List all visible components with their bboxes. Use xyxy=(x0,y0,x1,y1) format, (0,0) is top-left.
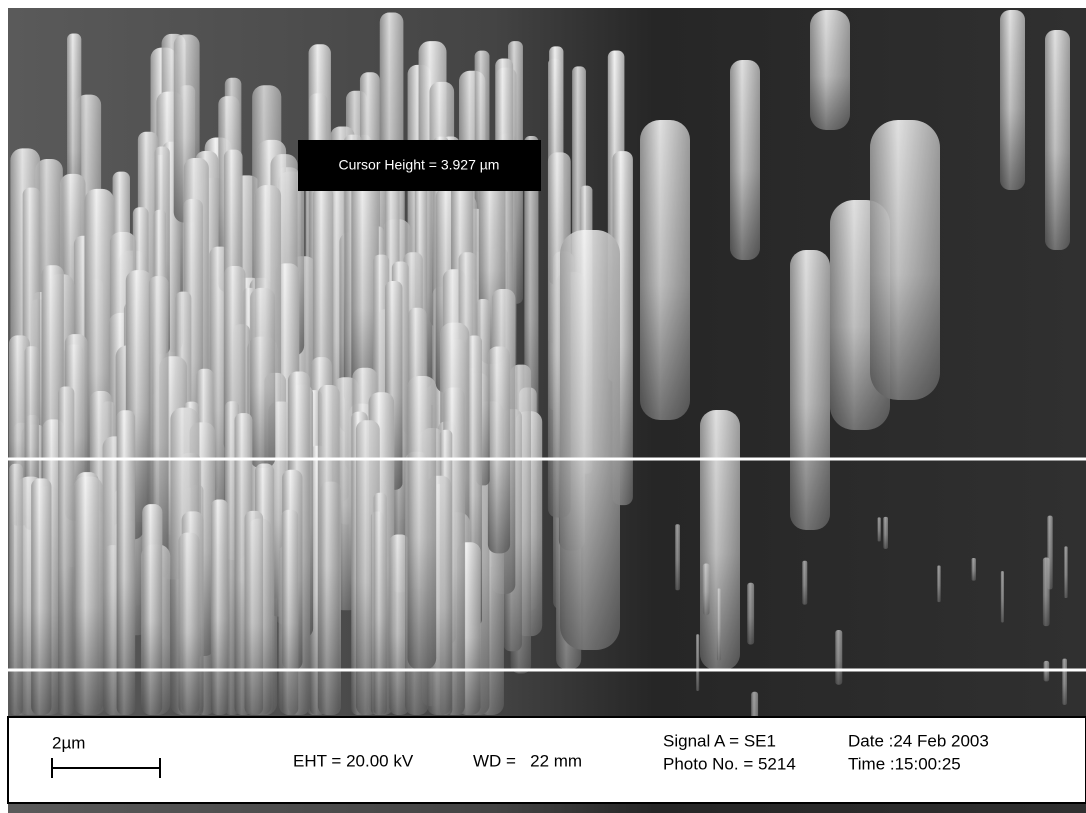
nanorod xyxy=(696,634,699,691)
nanorod xyxy=(318,385,340,715)
nanorod xyxy=(790,250,830,530)
nanorod xyxy=(1062,659,1067,705)
nanorod xyxy=(747,583,754,645)
nanorod xyxy=(211,500,228,715)
nanorod xyxy=(810,10,850,130)
nanorod xyxy=(74,476,103,715)
nanorod xyxy=(835,630,842,685)
nanorod xyxy=(1064,546,1067,598)
nanorod xyxy=(675,524,680,590)
nanorod xyxy=(1001,571,1004,622)
nanorod xyxy=(883,517,888,549)
nanorod xyxy=(730,60,760,260)
nanorod xyxy=(878,517,881,541)
nanorod xyxy=(972,558,976,581)
nanorod xyxy=(1000,10,1025,190)
nanorod xyxy=(717,589,721,661)
date: Date :24 Feb 2003 xyxy=(848,731,989,750)
page: Cursor Height = 3.927 µm 2µm EHT = 20.00… xyxy=(0,0,1086,813)
nanorod xyxy=(560,230,620,650)
nanorod xyxy=(703,564,710,615)
nanorod xyxy=(9,464,23,715)
nanorod xyxy=(488,347,510,554)
time: Time :15:00:25 xyxy=(848,754,961,773)
nanorod xyxy=(31,478,51,715)
nanorod xyxy=(870,120,940,400)
working-distance: WD = 22 mm xyxy=(473,751,582,770)
nanorod xyxy=(1045,30,1070,250)
photo-number: Photo No. = 5214 xyxy=(663,754,796,773)
nanorod xyxy=(802,561,807,605)
nanorod xyxy=(178,533,199,715)
nanorod xyxy=(58,387,74,715)
nanorod xyxy=(1043,557,1050,626)
scale-label: 2µm xyxy=(52,733,85,752)
nanorod xyxy=(937,565,940,602)
signal: Signal A = SE1 xyxy=(663,731,776,750)
nanorod xyxy=(245,511,264,715)
nanorod xyxy=(142,504,162,715)
eht: EHT = 20.00 kV xyxy=(293,751,414,770)
nanorod xyxy=(250,288,275,468)
nanorod xyxy=(374,493,387,715)
nanorod xyxy=(408,376,437,670)
nanorod xyxy=(282,510,299,715)
cursor-label: Cursor Height = 3.927 µm xyxy=(339,157,500,173)
sem-micrograph: Cursor Height = 3.927 µm 2µm EHT = 20.00… xyxy=(0,0,1086,813)
nanorod xyxy=(640,120,690,420)
